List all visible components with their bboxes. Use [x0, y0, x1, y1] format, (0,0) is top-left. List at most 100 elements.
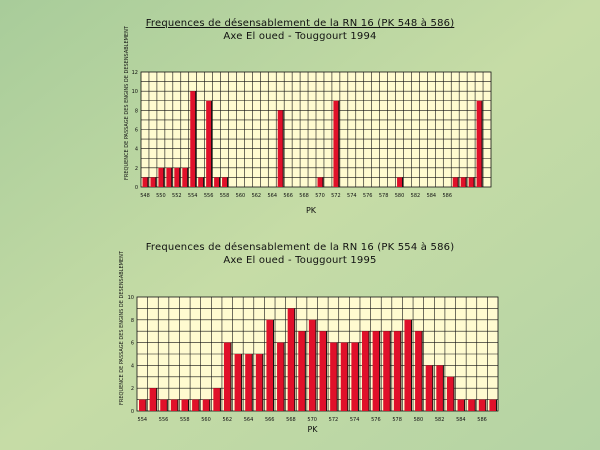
chart1-y-tick-label: 6 [135, 128, 138, 134]
chart1-x-tick-label: 570 [315, 193, 325, 199]
chart1-x-tick-label: 558 [220, 193, 230, 199]
chart2-bar [266, 319, 274, 411]
chart2-bar [446, 376, 454, 411]
chart2-bar [372, 331, 380, 411]
chart1-x-tick-label: 582 [411, 193, 421, 199]
chart2-bar [245, 354, 252, 411]
chart2-bar [489, 399, 496, 411]
chart2-bar [298, 331, 305, 411]
chart2-x-tick-label: 584 [456, 417, 466, 423]
chart2-x-axis-label: PK [307, 425, 318, 434]
chart2-bar [393, 331, 401, 411]
chart1-x-tick-label: 568 [299, 193, 309, 199]
chart2-y-tick-label: 10 [128, 295, 134, 301]
chart1-y-tick-label: 0 [135, 185, 138, 191]
chart2-bar [308, 319, 316, 411]
chart2-x-tick-label: 576 [371, 417, 381, 423]
chart2-x-tick-label: 568 [286, 417, 296, 423]
chart1-bar [174, 167, 180, 187]
chart1-title-block: Frequences de désensablement de la RN 16… [0, 17, 600, 43]
chart1-bar [333, 100, 339, 187]
chart1-bar [206, 100, 212, 187]
chart2-bar [340, 342, 348, 411]
chart1-bar [460, 177, 466, 187]
chart2-bar [139, 399, 146, 411]
chart2-x-tick-label: 580 [414, 417, 424, 423]
chart1-y-tick-label: 2 [135, 166, 138, 172]
chart1-x-tick-label: 586 [442, 193, 452, 199]
chart2-x-tick-label: 566 [265, 417, 275, 423]
chart2-x-tick-label: 586 [477, 417, 487, 423]
chart1-y-tick-label: 4 [135, 147, 138, 153]
chart2-y-tick-label: 6 [131, 341, 134, 347]
chart2-bar [160, 399, 167, 411]
chart1-x-tick-label: 556 [204, 193, 214, 199]
chart1-title: Frequences de désensablement de la RN 16… [145, 18, 455, 29]
chart1-bar [476, 100, 482, 187]
chart1-bar [142, 177, 148, 187]
chart2-x-tick-label: 558 [180, 417, 190, 423]
chart2-bar [330, 342, 337, 411]
chart2-bar [234, 354, 242, 411]
chart2-bar [213, 388, 220, 411]
chart2-x-tick-label: 572 [329, 417, 339, 423]
chart1-bar [277, 110, 283, 187]
chart2-group: 0 2 4 6 8 10 554 556 558 560 562 564 566 568 570 572 574… [128, 295, 499, 434]
chart1-x-tick-label: 584 [427, 193, 437, 199]
chart1-bar [222, 177, 227, 187]
chart1-x-tick-label: 574 [347, 193, 357, 199]
chart1-x-tick-label: 578 [379, 193, 389, 199]
chart2-title: Frequences de désensablement de la RN 16… [145, 242, 455, 253]
chart1-bar [468, 177, 474, 187]
chart1-bar [166, 167, 172, 187]
chart2-title-block: Frequences de désensablement de la RN 16… [0, 241, 600, 267]
chart2-bar [404, 319, 412, 411]
chart2-bar [223, 342, 231, 411]
chart2-bar [287, 308, 295, 411]
chart2-x-tick-label: 554 [138, 417, 148, 423]
chart2-x-tick-label: 570 [307, 417, 317, 423]
chart2-bar [351, 342, 358, 411]
chart1-y-tick-label: 8 [135, 108, 138, 114]
chart2-bar [436, 365, 443, 411]
chart1-x-tick-label: 562 [252, 193, 262, 199]
chart2-bar [361, 331, 369, 411]
chart1-x-tick-label: 552 [172, 193, 182, 199]
chart1-subtitle: Axe El oued - Touggourt 1994 [223, 31, 377, 42]
chart1-x-tick-label: 560 [236, 193, 246, 199]
chart2-x-tick-label: 582 [435, 417, 445, 423]
chart2-bar [457, 399, 465, 411]
chart1-x-tick-label: 580 [395, 193, 405, 199]
chart1-bar [397, 177, 402, 187]
chart2-x-tick-label: 562 [222, 417, 232, 423]
chart2-y-tick-label: 4 [131, 363, 134, 369]
chart2-y-tick-label: 2 [131, 386, 134, 392]
chart1-x-axis-label: PK [306, 206, 317, 215]
chart2-bar [425, 365, 433, 411]
chart1-bar [452, 177, 458, 187]
chart2-bar [383, 331, 390, 411]
chart2-bar [255, 354, 263, 411]
chart2-bar [277, 342, 284, 411]
chart1-bar [190, 91, 196, 187]
chart2-bar [468, 399, 475, 411]
chart2-subtitle: Axe El oued - Touggourt 1995 [223, 255, 377, 266]
chart1-bar [158, 167, 164, 187]
chart2-bar [192, 399, 199, 411]
chart1-bar [150, 177, 156, 187]
chart2-bar [319, 331, 327, 411]
chart2-bar [415, 331, 422, 411]
chart2-x-tick-label: 564 [244, 417, 254, 423]
chart2-y-tick-label: 0 [131, 409, 134, 415]
chart2-bar [478, 399, 486, 411]
chart2-y-tick-label: 8 [131, 318, 134, 324]
chart1-bar [182, 167, 188, 187]
chart2-x-tick-label: 556 [159, 417, 169, 423]
chart1-bar [317, 177, 323, 187]
chart1-x-tick-label: 550 [156, 193, 166, 199]
chart1-x-tick-label: 572 [331, 193, 341, 199]
chart2-bar [202, 399, 210, 411]
chart2-x-tick-label: 574 [350, 417, 360, 423]
chart2-x-tick-label: 560 [201, 417, 211, 423]
